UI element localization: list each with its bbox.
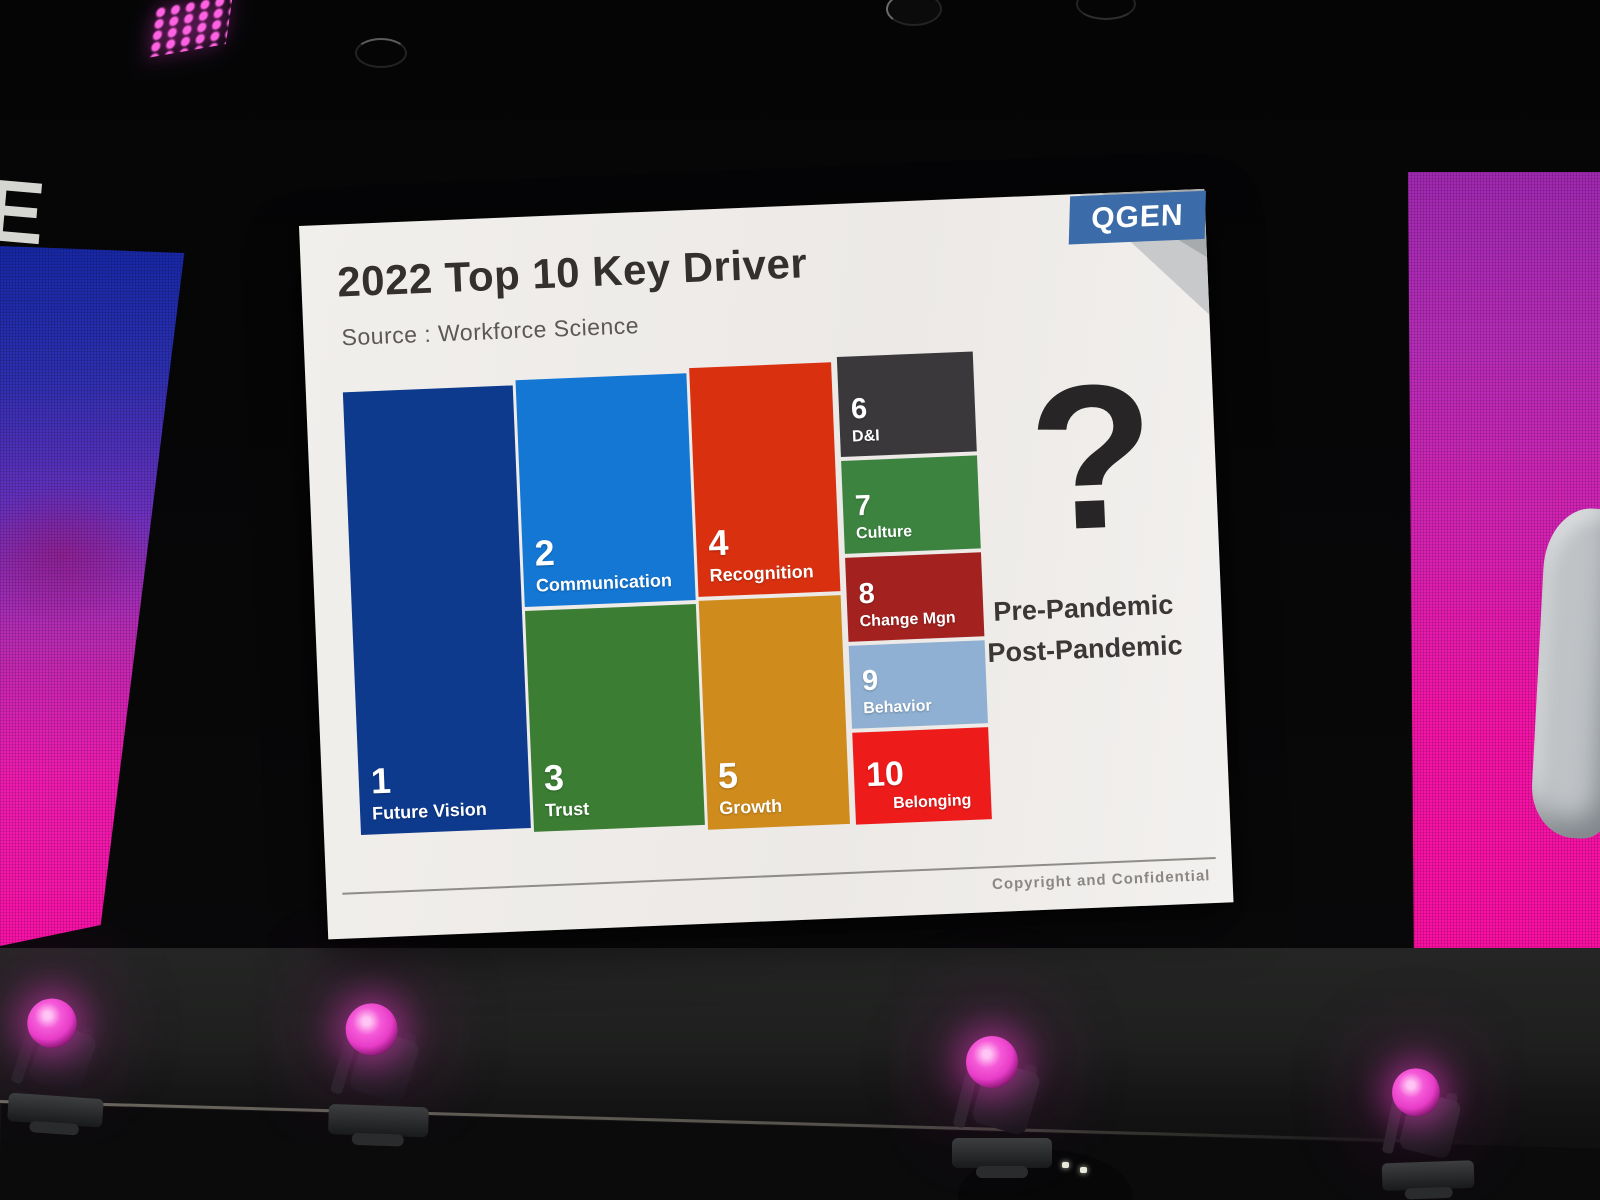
question-mark: ? xyxy=(1024,340,1160,575)
stage-indicator-light xyxy=(1062,1162,1069,1168)
treemap-tile-di: 6 D&I xyxy=(836,351,977,457)
presentation-slide: QGEN 2022 Top 10 Key Driver Source : Wor… xyxy=(299,188,1234,940)
tile-rank: 5 xyxy=(717,754,739,797)
led-wall-left xyxy=(0,246,185,946)
treemap-tile-culture: 7 Culture xyxy=(841,455,981,554)
pandemic-annotation: Pre-Pandemic Post-Pandemic xyxy=(945,583,1224,675)
led-matrix-blinder-light xyxy=(147,0,233,58)
treemap-tile-trust: 3 Trust xyxy=(524,604,705,832)
ceiling-rig-light xyxy=(355,38,407,68)
tile-rank: 4 xyxy=(707,521,730,564)
slide-source: Source : Workforce Science xyxy=(341,312,640,351)
treemap-tile-growth: 5 Growth xyxy=(698,595,850,830)
stage-light-fixture xyxy=(950,1036,1070,1178)
tile-label: Growth xyxy=(718,795,783,819)
tile-label: D&I xyxy=(851,427,881,446)
qgen-logo-text: QGEN xyxy=(1090,198,1184,236)
fixture-clamp xyxy=(976,1166,1028,1178)
tile-label: Belonging xyxy=(892,791,972,813)
treemap-tile-future-vision: 1 Future Vision xyxy=(342,385,531,835)
tile-label: Change Mgn xyxy=(859,609,956,631)
stage-light-fixture xyxy=(5,996,128,1139)
tile-label: Behavior xyxy=(862,697,933,718)
tile-label: Recognition xyxy=(709,561,814,586)
tile-label: Future Vision xyxy=(371,798,488,824)
copyright-notice: Copyright and Confidential xyxy=(991,867,1211,894)
tile-rank: 1 xyxy=(369,759,392,802)
fixture-base xyxy=(952,1138,1052,1168)
qgen-logo: QGEN xyxy=(1068,190,1206,245)
fixture-base xyxy=(327,1103,429,1138)
tile-rank: 2 xyxy=(533,531,556,574)
tile-rank: 10 xyxy=(865,754,905,795)
tile-rank: 9 xyxy=(861,664,879,698)
treemap-tile-communication: 2 Communication xyxy=(515,373,696,608)
stage-light-fixture xyxy=(1377,1067,1492,1200)
slide-title: 2022 Top 10 Key Driver xyxy=(336,239,809,306)
tile-label: Culture xyxy=(855,523,913,543)
partial-sign-letter: E xyxy=(0,159,49,264)
magenta-light-beam xyxy=(966,1036,1018,1088)
tile-rank: 3 xyxy=(542,756,565,799)
fixture-clamp xyxy=(1404,1186,1453,1200)
tile-label: Communication xyxy=(535,570,673,596)
tile-rank: 6 xyxy=(850,392,868,426)
ceiling-rig-light xyxy=(1076,0,1136,20)
treemap-tile-recognition: 4 Recognition xyxy=(689,362,841,597)
fixture-base xyxy=(1381,1160,1475,1192)
ceiling-rig-light xyxy=(886,0,942,26)
tile-rank: 8 xyxy=(857,577,876,611)
stage-light-fixture xyxy=(326,1002,451,1148)
tile-rank: 7 xyxy=(854,489,872,523)
tile-label: Trust xyxy=(544,798,590,821)
treemap-tile-belonging: 10 Belonging xyxy=(852,727,992,825)
stage-indicator-light xyxy=(1080,1167,1087,1173)
fixture-clamp xyxy=(351,1132,404,1147)
